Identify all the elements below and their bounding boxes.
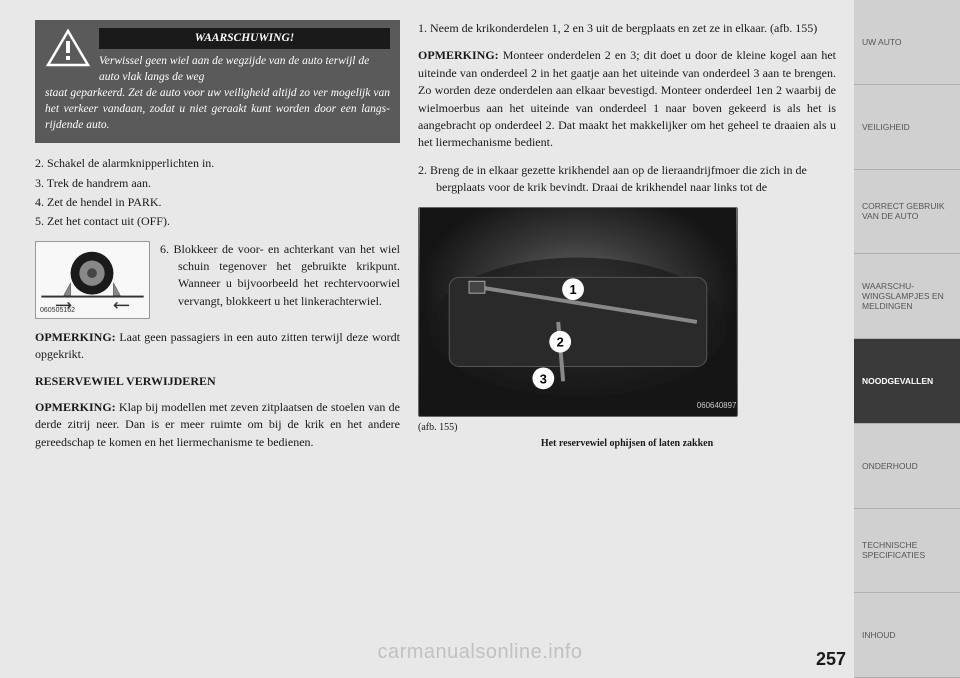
image-code: 060640897 [697,401,737,410]
image-text-row: 060505162 6. Blokkeer de voor- en achter… [35,241,400,319]
warning-box: WAARSCHUWING! Verwissel geen wiel aan de… [35,20,400,143]
note-paragraph: OPMERKING: Klap bij modellen met zeven z… [35,399,400,451]
note-text: Monteer onderdelen 2 en 3; dit doet u do… [418,48,836,149]
warning-body: staat geparkeerd. Zet de auto voor uw ve… [45,85,390,133]
svg-text:2: 2 [557,334,564,349]
list-item: 2. Schakel de alarmknipperlichten in. [35,155,400,172]
image-code: 060505162 [40,306,75,316]
list-item: 4. Zet de hendel in PARK. [35,194,400,211]
sidebar-tab-label: VEILIGHEID [862,122,910,132]
list-item: 2. Breng de in elkaar gezette krikhendel… [418,162,836,197]
sidebar-tab-label: INHOUD [862,630,896,640]
warning-triangle-icon [45,28,91,68]
svg-text:1: 1 [569,282,576,297]
warning-first-lines: Verwissel geen wiel aan de wegzijde van … [99,53,390,85]
chapter-sidebar: UW AUTO VEILIGHEID CORRECT GEBRUIK VAN D… [854,0,960,678]
image-caption: Het reservewiel ophijsen of laten zakken [418,437,836,452]
note-paragraph: OPMERKING: Laat geen passagiers in een a… [35,329,400,364]
note-paragraph: OPMERKING: Monteer onderdelen 2 en 3; di… [418,47,836,151]
sidebar-tab-label: UW AUTO [862,37,902,47]
steps-list: 2. Breng de in elkaar gezette krikhendel… [418,162,836,197]
warning-title: WAARSCHUWING! [99,28,390,49]
left-column: WAARSCHUWING! Verwissel geen wiel aan de… [35,20,400,666]
note-label: OPMERKING: [35,400,116,414]
note-label: OPMERKING: [418,48,499,62]
list-item: 5. Zet het contact uit (OFF). [35,213,400,230]
sidebar-tab-technische-specs[interactable]: TECHNISCHE SPECIFICATIES [854,509,960,594]
steps-list: 2. Schakel de alarmknipperlichten in. 3.… [35,155,400,231]
section-heading: RESERVEWIEL VERWIJDEREN [35,373,400,390]
sidebar-tab-veiligheid[interactable]: VEILIGHEID [854,85,960,170]
right-column: 1. Neem de krikonderdelen 1, 2 en 3 uit … [418,20,836,666]
sidebar-tab-label: NOODGEVALLEN [862,376,933,386]
sidebar-tab-waarschuwingslampjes[interactable]: WAARSCHU-WINGSLAMPJES EN MELDINGEN [854,254,960,339]
list-item: 1. Neem de krikonderdelen 1, 2 en 3 uit … [418,20,836,37]
spare-wheel-image: 1 2 3 060640897 [418,207,738,417]
text-beside-image: 6. Blokkeer de voor- en achterkant van h… [160,241,400,311]
steps-list: 1. Neem de krikonderdelen 1, 2 en 3 uit … [418,20,836,37]
sidebar-tab-label: TECHNISCHE SPECIFICATIES [862,540,952,560]
content-area: WAARSCHUWING! Verwissel geen wiel aan de… [0,0,854,678]
sidebar-tab-uw-auto[interactable]: UW AUTO [854,0,960,85]
image-ref: (afb. 155) [418,421,836,436]
sidebar-tab-label: ONDERHOUD [862,461,918,471]
sidebar-tab-onderhoud[interactable]: ONDERHOUD [854,424,960,509]
sidebar-tab-label: WAARSCHU-WINGSLAMPJES EN MELDINGEN [862,281,952,312]
list-item: 3. Trek de handrem aan. [35,175,400,192]
wheel-chock-image: 060505162 [35,241,150,319]
warning-header: WAARSCHUWING! Verwissel geen wiel aan de… [45,28,390,85]
sidebar-tab-label: CORRECT GEBRUIK VAN DE AUTO [862,201,952,221]
warning-title-wrap: WAARSCHUWING! Verwissel geen wiel aan de… [99,28,390,85]
manual-page: WAARSCHUWING! Verwissel geen wiel aan de… [0,0,960,678]
sidebar-tab-inhoud[interactable]: INHOUD [854,593,960,678]
note-label: OPMERKING: [35,330,116,344]
list-item: 6. Blokkeer de voor- en achterkant van h… [160,241,400,311]
svg-text:3: 3 [540,371,547,386]
sidebar-tab-noodgevallen[interactable]: NOODGEVALLEN [854,339,960,424]
page-number: 257 [816,646,846,672]
sidebar-tab-correct-gebruik[interactable]: CORRECT GEBRUIK VAN DE AUTO [854,170,960,255]
